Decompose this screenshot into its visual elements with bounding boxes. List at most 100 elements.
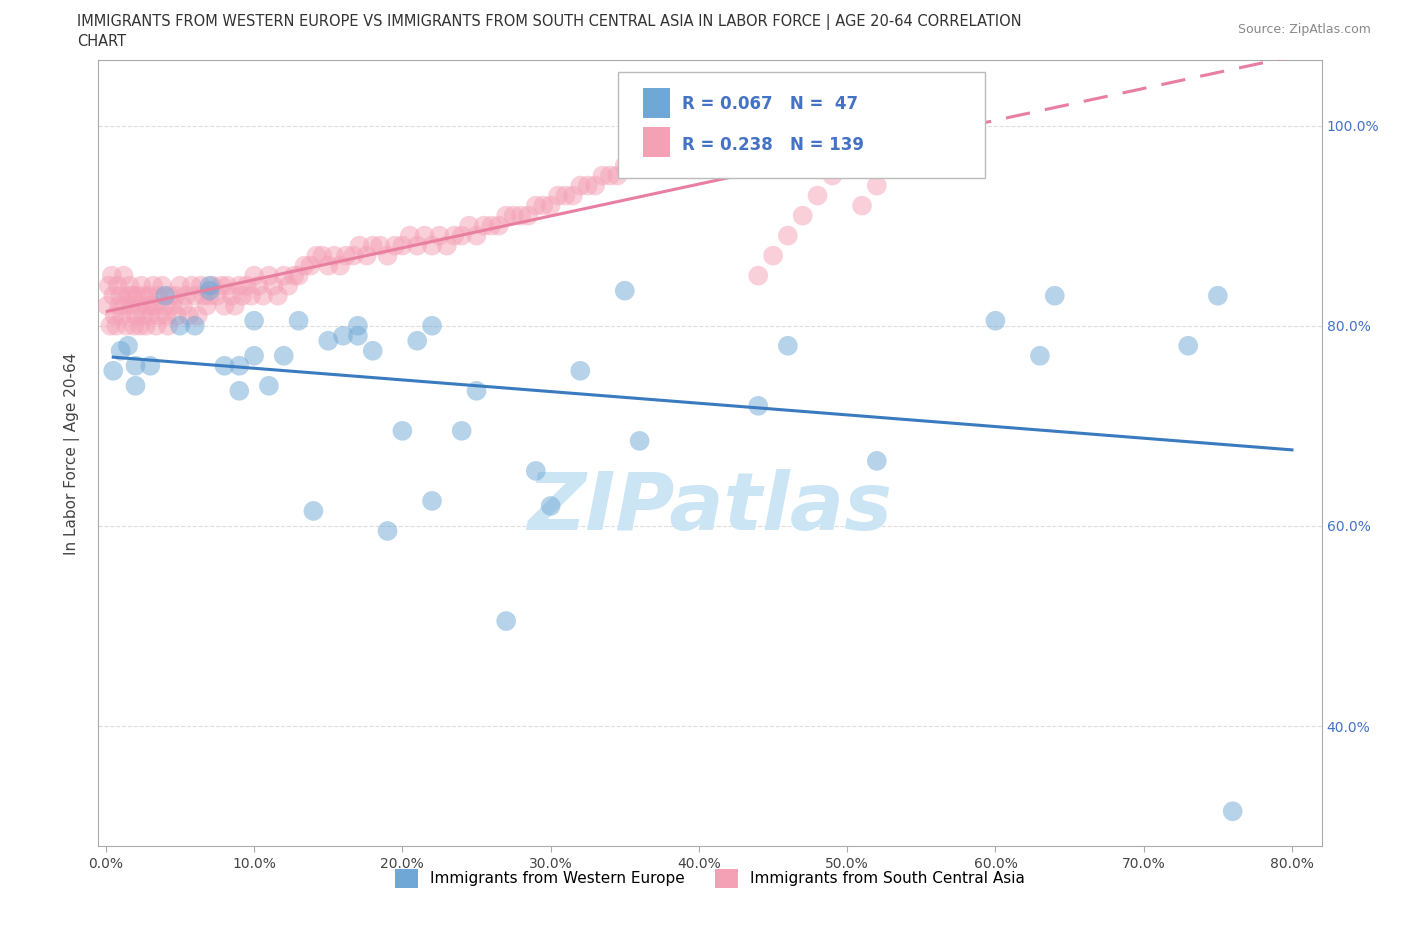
Point xyxy=(243,313,266,328)
Point xyxy=(195,299,218,313)
Point xyxy=(150,278,173,293)
Point xyxy=(762,248,785,263)
Point xyxy=(122,318,145,333)
Point xyxy=(613,158,636,173)
Point xyxy=(184,318,207,333)
Point xyxy=(153,299,176,313)
Point xyxy=(96,299,118,313)
Point xyxy=(479,219,502,233)
Point xyxy=(436,238,458,253)
Point xyxy=(190,278,212,293)
Point xyxy=(198,288,221,303)
Point xyxy=(114,299,136,313)
Point xyxy=(332,328,354,343)
Text: R = 0.238   N = 139: R = 0.238 N = 139 xyxy=(682,136,863,153)
Point xyxy=(172,299,194,313)
Point xyxy=(606,168,628,183)
Point xyxy=(599,168,621,183)
Point xyxy=(406,333,429,348)
Point xyxy=(569,364,592,379)
Point xyxy=(193,288,215,303)
Point xyxy=(866,454,889,469)
FancyBboxPatch shape xyxy=(619,73,986,179)
Point xyxy=(316,259,339,273)
Point xyxy=(283,268,305,283)
Point xyxy=(413,228,436,243)
Point xyxy=(217,278,239,293)
Point xyxy=(821,168,844,183)
Point xyxy=(107,278,129,293)
Point xyxy=(214,358,236,373)
Point xyxy=(342,248,364,263)
Point xyxy=(287,313,309,328)
Point xyxy=(243,349,266,364)
Point xyxy=(162,299,184,313)
Point xyxy=(747,398,769,413)
Point xyxy=(125,288,148,303)
Point xyxy=(257,379,280,393)
Point xyxy=(547,188,569,203)
Point xyxy=(384,238,406,253)
Point xyxy=(592,168,614,183)
Point xyxy=(169,318,191,333)
Point xyxy=(201,278,224,293)
Point xyxy=(129,318,152,333)
Point xyxy=(153,288,176,303)
Point xyxy=(377,524,399,538)
Point xyxy=(98,318,121,333)
Point xyxy=(458,219,481,233)
Point xyxy=(110,343,132,358)
Point xyxy=(517,208,540,223)
Point xyxy=(465,228,488,243)
Point xyxy=(806,188,828,203)
Point xyxy=(180,278,202,293)
Point xyxy=(495,208,517,223)
Point xyxy=(554,188,576,203)
Point xyxy=(866,179,889,193)
Point xyxy=(231,288,253,303)
Point xyxy=(211,278,233,293)
Point xyxy=(146,288,169,303)
Point xyxy=(120,299,142,313)
Point xyxy=(267,288,290,303)
Point xyxy=(139,308,162,323)
Text: R = 0.067   N =  47: R = 0.067 N = 47 xyxy=(682,95,858,113)
Point xyxy=(524,463,547,478)
Point xyxy=(145,318,167,333)
Point xyxy=(472,219,495,233)
Point xyxy=(717,128,740,143)
Point xyxy=(688,128,710,143)
Point xyxy=(465,383,488,398)
Point xyxy=(1222,804,1244,818)
Point xyxy=(198,278,221,293)
Point xyxy=(148,308,170,323)
Point xyxy=(132,308,155,323)
Point xyxy=(143,299,166,313)
Point xyxy=(837,148,859,163)
Point xyxy=(510,208,533,223)
Point xyxy=(131,278,153,293)
Point xyxy=(792,208,814,223)
Point xyxy=(103,288,125,303)
Point xyxy=(733,128,755,143)
Point xyxy=(1029,349,1052,364)
Text: CHART: CHART xyxy=(77,34,127,49)
Legend: Immigrants from Western Europe, Immigrants from South Central Asia: Immigrants from Western Europe, Immigran… xyxy=(388,863,1032,894)
Point xyxy=(138,288,160,303)
Point xyxy=(240,288,263,303)
Point xyxy=(488,219,510,233)
Point xyxy=(658,138,681,153)
Point xyxy=(262,278,284,293)
Point xyxy=(247,278,270,293)
Point xyxy=(1177,339,1199,353)
Point xyxy=(214,299,236,313)
Point xyxy=(294,259,316,273)
Point xyxy=(540,198,562,213)
Point xyxy=(420,238,443,253)
Point xyxy=(450,423,472,438)
Point xyxy=(228,383,250,398)
Point xyxy=(235,278,257,293)
Point xyxy=(115,318,138,333)
Point xyxy=(347,318,370,333)
Point xyxy=(273,349,295,364)
